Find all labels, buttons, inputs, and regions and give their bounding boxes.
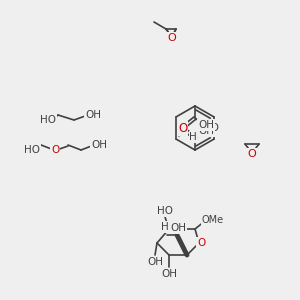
Text: O: O (197, 238, 205, 248)
Text: O: O (178, 122, 188, 136)
Text: O: O (168, 33, 176, 43)
Text: OH: OH (91, 140, 107, 150)
Text: H: H (189, 132, 197, 142)
Text: HO: HO (24, 145, 40, 155)
Text: OMe: OMe (202, 215, 224, 225)
Text: O: O (177, 119, 187, 133)
Text: HO: HO (203, 123, 219, 133)
Text: OH: OH (170, 223, 186, 233)
Text: OH: OH (198, 126, 214, 136)
Text: HO: HO (161, 222, 177, 232)
Text: OH: OH (198, 120, 214, 130)
Text: O: O (248, 149, 256, 159)
Text: O: O (51, 145, 59, 155)
Text: OH: OH (161, 269, 177, 279)
Text: HO: HO (40, 115, 56, 125)
Text: HO: HO (157, 206, 173, 216)
Text: O: O (178, 122, 188, 134)
Text: OH: OH (147, 257, 163, 267)
Text: OH: OH (85, 110, 101, 120)
